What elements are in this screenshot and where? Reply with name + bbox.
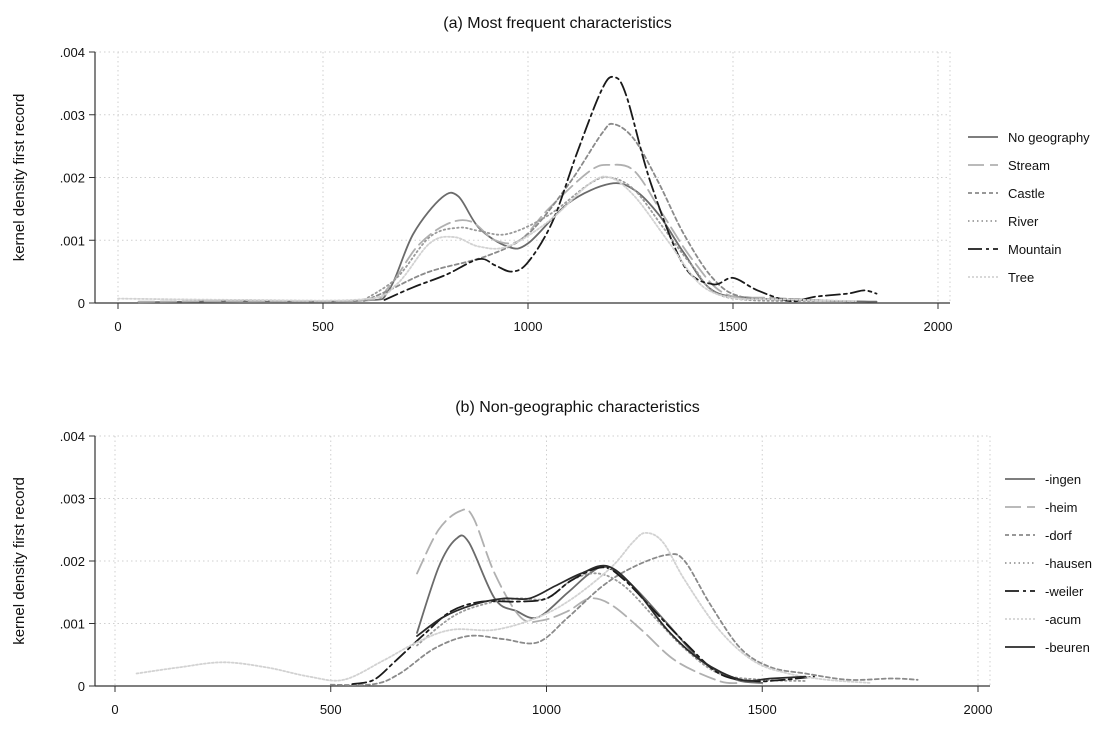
series-line-0-mountain [383, 75, 878, 303]
y-axis-label-0: kernel density first record [11, 94, 28, 262]
x-tick-label-0-4: 2000 [924, 319, 953, 334]
legend-label-0-tree: Tree [1008, 270, 1034, 285]
x-tick-label-0-1: 500 [312, 319, 334, 334]
legend-label-0-river: River [1008, 214, 1039, 229]
x-tick-label-0-3: 1500 [719, 319, 748, 334]
series-line-1-weiler [351, 566, 815, 685]
series-line-1-beuren [416, 564, 807, 682]
y-axis-label-1: kernel density first record [11, 477, 28, 645]
legend-label-1-beuren: -beuren [1045, 640, 1090, 655]
y-tick-label-1-2: .002 [60, 554, 85, 569]
y-tick-label-0-2: .002 [60, 171, 85, 186]
legend-label-0-mountain: Mountain [1008, 242, 1061, 257]
y-tick-label-0-3: .003 [60, 108, 85, 123]
legend-label-1-heim: -heim [1045, 500, 1078, 515]
x-tick-label-1-4: 2000 [964, 702, 993, 717]
chart-title-1: (b) Non-geographic characteristics [455, 399, 700, 416]
series-line-1-dorf [329, 553, 919, 687]
chart-title-0: (a) Most frequent characteristics [443, 15, 672, 32]
y-tick-label-1-1: .001 [60, 617, 85, 632]
legend-label-1-weiler: -weiler [1045, 584, 1084, 599]
y-tick-label-0-1: .001 [60, 233, 85, 248]
legend-label-0-no-geography: No geography [1008, 130, 1090, 145]
series-line-0-tree [117, 175, 857, 302]
x-tick-label-1-0: 0 [111, 702, 118, 717]
x-tick-label-1-1: 500 [320, 702, 342, 717]
x-tick-label-0-0: 0 [114, 319, 121, 334]
legend-label-0-castle: Castle [1008, 186, 1045, 201]
legend-label-1-dorf: -dorf [1045, 528, 1072, 543]
series-line-0-river [363, 176, 816, 302]
legend-label-1-ingen: -ingen [1045, 472, 1081, 487]
series-line-1-heim [416, 508, 742, 685]
series-line-0-stream [137, 163, 857, 303]
legend-label-0-stream: Stream [1008, 158, 1050, 173]
series-line-1-acum [135, 531, 871, 684]
y-tick-label-1-4: .004 [60, 429, 85, 444]
x-tick-label-1-3: 1500 [748, 702, 777, 717]
y-tick-label-1-3: .003 [60, 492, 85, 507]
y-tick-label-0-0: 0 [78, 296, 85, 311]
legend-label-1-hausen: -hausen [1045, 556, 1092, 571]
y-tick-label-1-0: 0 [78, 679, 85, 694]
y-tick-label-0-4: .004 [60, 45, 85, 60]
legend-label-1-acum: -acum [1045, 612, 1081, 627]
series-line-0-castle [363, 122, 857, 303]
x-tick-label-0-2: 1000 [514, 319, 543, 334]
series-line-1-hausen [416, 572, 807, 682]
x-tick-label-1-2: 1000 [532, 702, 561, 717]
series-line-1-ingen [416, 534, 764, 684]
